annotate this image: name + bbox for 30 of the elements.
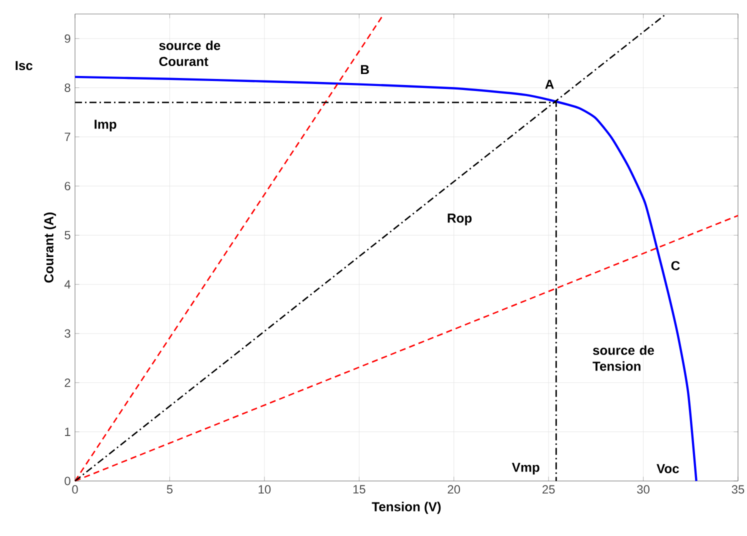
annotation: Imp — [94, 120, 116, 132]
annotation: C — [671, 261, 680, 270]
annotation: B — [361, 65, 369, 74]
y-tick-label: 3 — [64, 329, 70, 338]
x-tick-label: 15 — [353, 485, 366, 494]
text: Isc — [16, 61, 32, 70]
y-tick-label: 7 — [64, 132, 70, 142]
annotation: Rop — [448, 214, 472, 226]
y-axis-title: Courant (A) — [44, 212, 56, 283]
x-tick-label: 5 — [166, 485, 173, 494]
annotation: Voc — [656, 464, 679, 474]
y-tick-label: 2 — [64, 378, 70, 387]
annotation: source de Courant — [159, 40, 220, 66]
y-tick-label: 5 — [64, 231, 70, 240]
x-tick-label: 25 — [542, 485, 555, 494]
annotation: source de Tension — [592, 345, 654, 371]
annotation: A — [545, 80, 554, 89]
y-tick-label: 6 — [64, 182, 70, 190]
y-tick-label: 8 — [64, 84, 70, 92]
x-tick-label: 0 — [72, 485, 78, 494]
x-tick-label: 30 — [637, 485, 650, 494]
x-tick-label: 35 — [732, 485, 744, 494]
y-tick-label: 4 — [64, 280, 70, 288]
x-axis-title: Tension (V) — [372, 502, 441, 514]
y-tick-label: 0 — [64, 476, 70, 486]
annotation: Vmp — [512, 462, 540, 474]
y-tick-label: 1 — [65, 428, 70, 436]
y-tick-label: 9 — [64, 34, 70, 43]
x-tick-label: 20 — [448, 485, 460, 494]
x-tick-label: 10 — [258, 485, 271, 494]
